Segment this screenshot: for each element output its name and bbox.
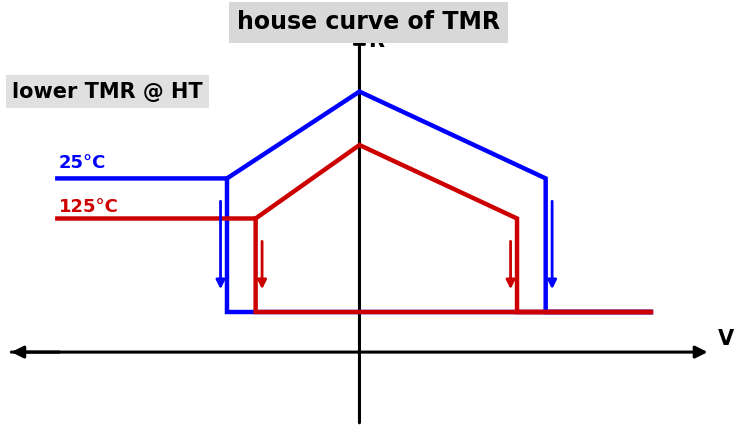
Text: 25°C: 25°C bbox=[58, 154, 106, 172]
Text: R: R bbox=[369, 31, 384, 51]
Text: 125°C: 125°C bbox=[58, 198, 118, 216]
Text: V: V bbox=[718, 329, 734, 349]
Text: house curve of TMR: house curve of TMR bbox=[237, 10, 500, 34]
Text: lower TMR @ HT: lower TMR @ HT bbox=[12, 81, 202, 101]
